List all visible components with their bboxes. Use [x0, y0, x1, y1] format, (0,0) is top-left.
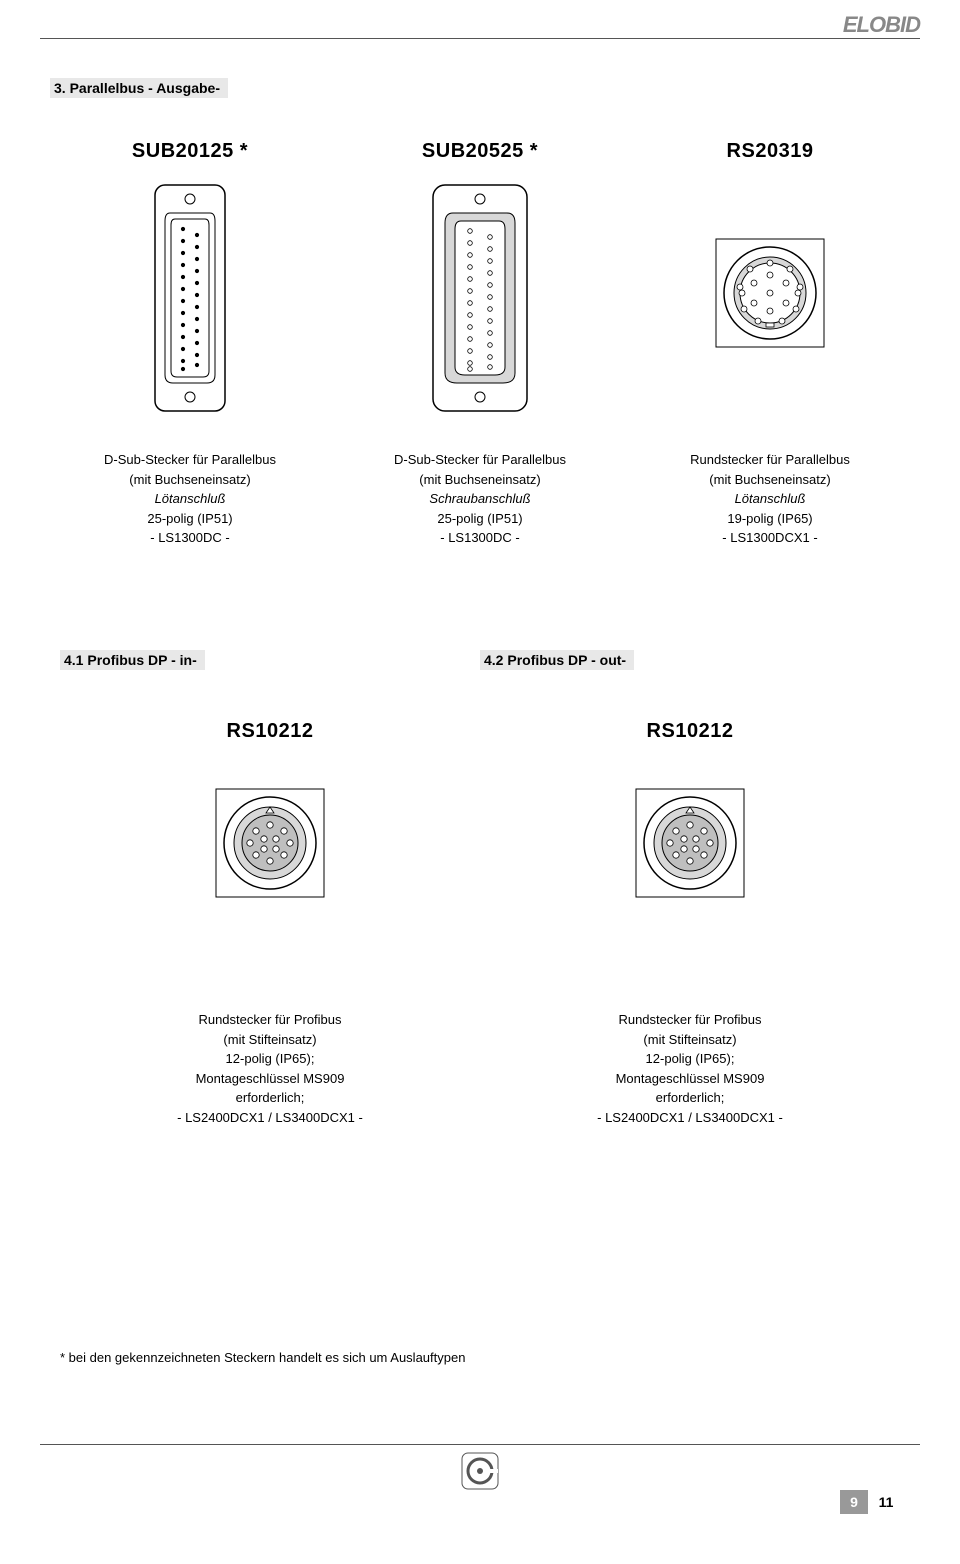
footer-rule: [40, 1444, 920, 1445]
desc-b-1: (mit Buchseneinsatz): [419, 470, 540, 490]
row-2-descriptions: Rundstecker für Profibus (mit Stifteinsa…: [60, 1010, 900, 1127]
section-2a-label: 4.1 Profibus DP - in-: [60, 650, 205, 670]
col-rs10212-out: RS10212: [480, 720, 900, 911]
dsub25-narrow-icon: [145, 183, 235, 413]
desc-2a-0: Rundstecker für Profibus: [198, 1010, 341, 1030]
section-2b-label: 4.2 Profibus DP - out-: [480, 650, 634, 670]
desc-2b-5: - LS2400DCX1 / LS3400DCX1 -: [597, 1108, 783, 1128]
desc-b-0: D-Sub-Stecker für Parallelbus: [394, 450, 566, 470]
desc-2a: Rundstecker für Profibus (mit Stifteinsa…: [60, 1010, 480, 1127]
desc-a: D-Sub-Stecker für Parallelbus (mit Buchs…: [60, 450, 320, 548]
desc-2a-2: 12-polig (IP65);: [226, 1049, 315, 1069]
desc-a-0: D-Sub-Stecker für Parallelbus: [104, 450, 276, 470]
desc-2b-1: (mit Stifteinsatz): [643, 1030, 736, 1050]
desc-c: Rundstecker für Parallelbus (mit Buchsen…: [640, 450, 900, 548]
brand-logo: ELOBID: [843, 12, 920, 38]
page-number-tabs: 9 11: [840, 1490, 900, 1514]
desc-c-2: Lötanschluß: [735, 489, 806, 509]
round19-icon: [710, 233, 830, 353]
section-1-heading: 3. Parallelbus - Ausgabe-: [50, 78, 228, 98]
round12-in-icon: [210, 783, 330, 903]
section-2-headings: 4.1 Profibus DP - in- 4.2 Profibus DP - …: [60, 650, 900, 670]
desc-b-4: - LS1300DC -: [440, 528, 519, 548]
desc-b: D-Sub-Stecker für Parallelbus (mit Buchs…: [350, 450, 610, 548]
desc-c-3: 19-polig (IP65): [727, 509, 812, 529]
desc-2b-2: 12-polig (IP65);: [646, 1049, 735, 1069]
desc-2a-5: - LS2400DCX1 / LS3400DCX1 -: [177, 1108, 363, 1128]
top-rule: [40, 38, 920, 39]
desc-a-3: 25-polig (IP51): [147, 509, 232, 529]
desc-2b-3: Montageschlüssel MS909: [616, 1069, 765, 1089]
partno-2a: RS10212: [227, 720, 314, 743]
col-sub20125: SUB20125 *: [60, 140, 320, 421]
desc-b-3: 25-polig (IP51): [437, 509, 522, 529]
desc-a-1: (mit Buchseneinsatz): [129, 470, 250, 490]
col-rs20319: RS20319: [640, 140, 900, 421]
col-sub20525: SUB20525 *: [350, 140, 610, 421]
desc-2a-4: erforderlich;: [236, 1088, 305, 1108]
row-2-parts: RS10212 RS10212: [60, 720, 900, 911]
desc-2b: Rundstecker für Profibus (mit Stifteinsa…: [480, 1010, 900, 1127]
partno-c: RS20319: [727, 140, 814, 163]
partno-b: SUB20525 *: [422, 140, 538, 163]
desc-2a-1: (mit Stifteinsatz): [223, 1030, 316, 1050]
page-tab-dark: 9: [840, 1490, 868, 1514]
desc-c-0: Rundstecker für Parallelbus: [690, 450, 850, 470]
dsub25-wide-icon: [425, 183, 535, 413]
desc-2a-3: Montageschlüssel MS909: [196, 1069, 345, 1089]
round12-out-icon: [630, 783, 750, 903]
page-footer: 9 11: [0, 1444, 960, 1504]
desc-a-2: Lötanschluß: [155, 489, 226, 509]
desc-c-1: (mit Buchseneinsatz): [709, 470, 830, 490]
row-1-parts: SUB20125 * SUB20525 *: [60, 140, 900, 421]
footnote: * bei den gekennzeichneten Steckern hand…: [60, 1350, 465, 1365]
footer-logo-icon: [460, 1451, 500, 1491]
desc-c-4: - LS1300DCX1 -: [722, 528, 817, 548]
row-1-descriptions: D-Sub-Stecker für Parallelbus (mit Buchs…: [60, 450, 900, 548]
partno-a: SUB20125 *: [132, 140, 248, 163]
page-tab-light: 11: [872, 1490, 900, 1514]
desc-a-4: - LS1300DC -: [150, 528, 229, 548]
col-rs10212-in: RS10212: [60, 720, 480, 911]
desc-2b-0: Rundstecker für Profibus: [618, 1010, 761, 1030]
partno-2b: RS10212: [647, 720, 734, 743]
desc-b-2: Schraubanschluß: [429, 489, 530, 509]
desc-2b-4: erforderlich;: [656, 1088, 725, 1108]
section-1-label: 3. Parallelbus - Ausgabe-: [50, 78, 228, 98]
